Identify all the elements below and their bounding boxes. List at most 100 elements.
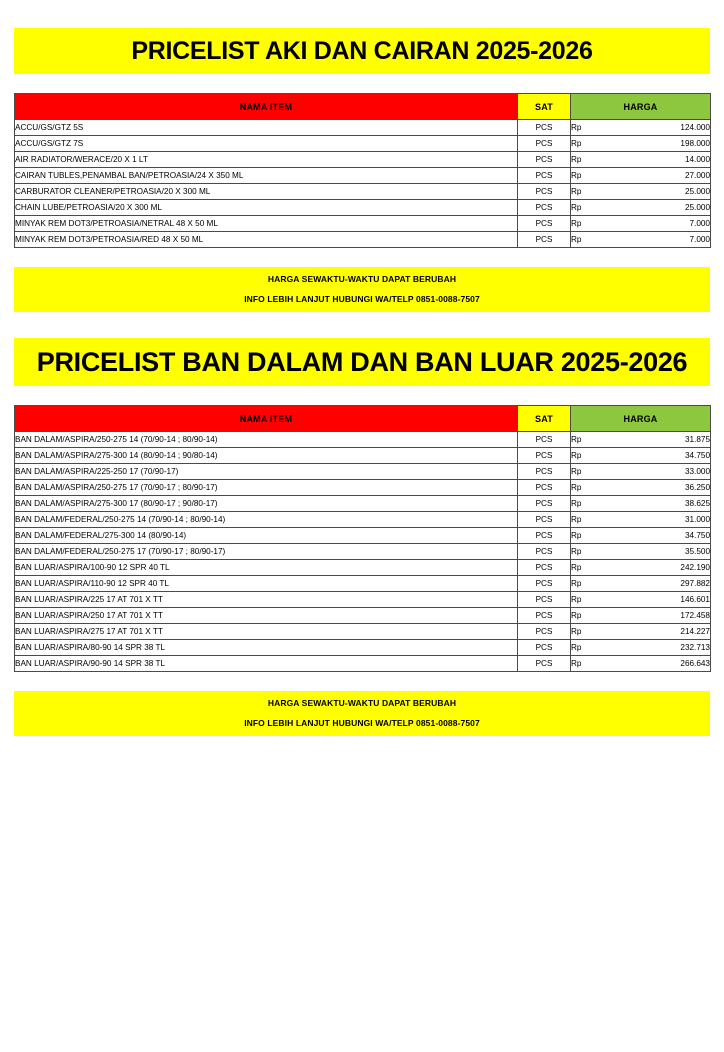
cell-sat: PCS xyxy=(517,167,571,184)
cell-nama-item: BAN LUAR/ASPIRA/100-90 12 SPR 40 TL xyxy=(14,559,518,576)
notice-line-1: HARGA SEWAKTU-WAKTU DAPAT BERUBAH xyxy=(267,698,457,708)
table-row: AIR RADIATOR/WERACE/20 X 1 LT PCS Rp 14.000 xyxy=(14,151,711,168)
cell-harga: Rp 242.190 xyxy=(570,559,711,576)
table-body: ACCU/GS/GTZ 5S PCS Rp 124.000 ACCU/GS/GTZ 7S… xyxy=(14,119,711,248)
currency-label: Rp xyxy=(571,579,582,588)
price-value: 242.190 xyxy=(680,563,710,572)
table-header-row: NAMA ITEM SAT HARGA xyxy=(14,93,711,120)
currency-label: Rp xyxy=(571,123,582,132)
price-value: 214.227 xyxy=(680,627,710,636)
table-row: BAN DALAM/ASPIRA/225-250 17 (70/90-17) PC… xyxy=(14,463,711,480)
cell-harga: Rp 31.000 xyxy=(570,511,711,528)
harga-inner: Rp 34.750 xyxy=(571,451,710,460)
cell-harga: Rp 172.458 xyxy=(570,607,711,624)
column-header-nama-item: NAMA ITEM xyxy=(14,405,518,432)
pricelist-table-aki-cairan: NAMA ITEM SAT HARGA ACCU/GS/GTZ 5S PCS Rp 1… xyxy=(14,93,711,248)
cell-sat: PCS xyxy=(517,511,571,528)
currency-label: Rp xyxy=(571,467,582,476)
price-value: 31.000 xyxy=(684,515,710,524)
cell-nama-item: BAN DALAM/ASPIRA/225-250 17 (70/90-17) xyxy=(14,463,518,480)
harga-inner: Rp 297.882 xyxy=(571,579,710,588)
table-row: BAN DALAM/ASPIRA/250-275 14 (70/90-14 ; … xyxy=(14,431,711,448)
cell-harga: Rp 7.000 xyxy=(570,215,711,232)
cell-harga: Rp 34.750 xyxy=(570,447,711,464)
column-header-harga: HARGA xyxy=(570,93,711,120)
cell-harga: Rp 35.500 xyxy=(570,543,711,560)
cell-nama-item: BAN DALAM/ASPIRA/250-275 17 (70/90-17 ; … xyxy=(14,479,518,496)
cell-sat: PCS xyxy=(517,231,571,248)
harga-inner: Rp 242.190 xyxy=(571,563,710,572)
table-row: BAN DALAM/FEDERAL/275-300 14 (80/90-14) P… xyxy=(14,527,711,544)
harga-inner: Rp 33.000 xyxy=(571,467,710,476)
cell-harga: Rp 232.713 xyxy=(570,639,711,656)
table-row: BAN LUAR/ASPIRA/250 17 AT 701 X TT PCS Rp 1… xyxy=(14,607,711,624)
price-value: 34.750 xyxy=(684,451,710,460)
cell-nama-item: BAN LUAR/ASPIRA/250 17 AT 701 X TT xyxy=(14,607,518,624)
column-header-sat: SAT xyxy=(517,405,571,432)
cell-harga: Rp 25.000 xyxy=(570,199,711,216)
table-row: ACCU/GS/GTZ 5S PCS Rp 124.000 xyxy=(14,119,711,136)
table-row: BAN DALAM/FEDERAL/250-275 17 (70/90-17 ;… xyxy=(14,543,711,560)
cell-sat: PCS xyxy=(517,215,571,232)
cell-nama-item: BAN LUAR/ASPIRA/275 17 AT 701 X TT xyxy=(14,623,518,640)
cell-harga: Rp 124.000 xyxy=(570,119,711,136)
currency-label: Rp xyxy=(571,155,582,164)
cell-nama-item: CARBURATOR CLEANER/PETROASIA/20 X 300 ML xyxy=(14,183,518,200)
harga-inner: Rp 124.000 xyxy=(571,123,710,132)
harga-inner: Rp 31.875 xyxy=(571,435,710,444)
column-header-harga: HARGA xyxy=(570,405,711,432)
cell-sat: PCS xyxy=(517,495,571,512)
cell-sat: PCS xyxy=(517,559,571,576)
harga-inner: Rp 34.750 xyxy=(571,531,710,540)
currency-label: Rp xyxy=(571,139,582,148)
table-row: BAN LUAR/ASPIRA/225 17 AT 701 X TT PCS Rp 1… xyxy=(14,591,711,608)
cell-sat: PCS xyxy=(517,447,571,464)
harga-inner: Rp 7.000 xyxy=(571,235,710,244)
currency-label: Rp xyxy=(571,483,582,492)
harga-inner: Rp 36.250 xyxy=(571,483,710,492)
cell-sat: PCS xyxy=(517,199,571,216)
table-row: CHAIN LUBE/PETROASIA/20 X 300 ML PCS Rp 25.… xyxy=(14,199,711,216)
cell-nama-item: BAN DALAM/ASPIRA/250-275 14 (70/90-14 ; … xyxy=(14,431,518,448)
currency-label: Rp xyxy=(571,235,582,244)
currency-label: Rp xyxy=(571,611,582,620)
section-title-aki-cairan: PRICELIST AKI DAN CAIRAN 2025-2026 xyxy=(14,28,710,74)
table-row: BAN DALAM/ASPIRA/275-300 14 (80/90-14 ; … xyxy=(14,447,711,464)
cell-harga: Rp 146.601 xyxy=(570,591,711,608)
table-row: BAN LUAR/ASPIRA/80-90 14 SPR 38 TL PCS Rp 2… xyxy=(14,639,711,656)
cell-harga: Rp 266.643 xyxy=(570,655,711,672)
currency-label: Rp xyxy=(571,203,582,212)
cell-nama-item: BAN LUAR/ASPIRA/225 17 AT 701 X TT xyxy=(14,591,518,608)
cell-sat: PCS xyxy=(517,575,571,592)
cell-nama-item: BAN DALAM/FEDERAL/250-275 14 (70/90-14 ;… xyxy=(14,511,518,528)
notice-line-1: HARGA SEWAKTU-WAKTU DAPAT BERUBAH xyxy=(267,274,457,284)
cell-nama-item: ACCU/GS/GTZ 7S xyxy=(14,135,518,152)
currency-label: Rp xyxy=(571,563,582,572)
cell-sat: PCS xyxy=(517,591,571,608)
price-value: 27.000 xyxy=(684,171,710,180)
currency-label: Rp xyxy=(571,643,582,652)
table-head: NAMA ITEM SAT HARGA xyxy=(14,405,711,432)
currency-label: Rp xyxy=(571,515,582,524)
cell-nama-item: BAN DALAM/FEDERAL/250-275 17 (70/90-17 ;… xyxy=(14,543,518,560)
cell-harga: Rp 14.000 xyxy=(570,151,711,168)
harga-inner: Rp 25.000 xyxy=(571,203,710,212)
cell-nama-item: BAN LUAR/ASPIRA/110-90 12 SPR 40 TL xyxy=(14,575,518,592)
price-value: 31.875 xyxy=(684,435,710,444)
cell-nama-item: BAN DALAM/FEDERAL/275-300 14 (80/90-14) xyxy=(14,527,518,544)
table-head: NAMA ITEM SAT HARGA xyxy=(14,93,711,120)
price-value: 232.713 xyxy=(680,643,710,652)
harga-inner: Rp 27.000 xyxy=(571,171,710,180)
cell-sat: PCS xyxy=(517,431,571,448)
cell-nama-item: BAN LUAR/ASPIRA/90-90 14 SPR 38 TL xyxy=(14,655,518,672)
column-header-sat: SAT xyxy=(517,93,571,120)
table-row: ACCU/GS/GTZ 7S PCS Rp 198.000 xyxy=(14,135,711,152)
table-row: MINYAK REM DOT3/PETROASIA/RED 48 X 50 ML… xyxy=(14,231,711,248)
notice-banner-ban-dalam-luar: HARGA SEWAKTU-WAKTU DAPAT BERUBAH INFO L… xyxy=(14,691,710,736)
cell-nama-item: ACCU/GS/GTZ 5S xyxy=(14,119,518,136)
cell-nama-item: AIR RADIATOR/WERACE/20 X 1 LT xyxy=(14,151,518,168)
price-value: 33.000 xyxy=(684,467,710,476)
price-value: 34.750 xyxy=(684,531,710,540)
table-row: MINYAK REM DOT3/PETROASIA/NETRAL 48 X 50… xyxy=(14,215,711,232)
currency-label: Rp xyxy=(571,187,582,196)
